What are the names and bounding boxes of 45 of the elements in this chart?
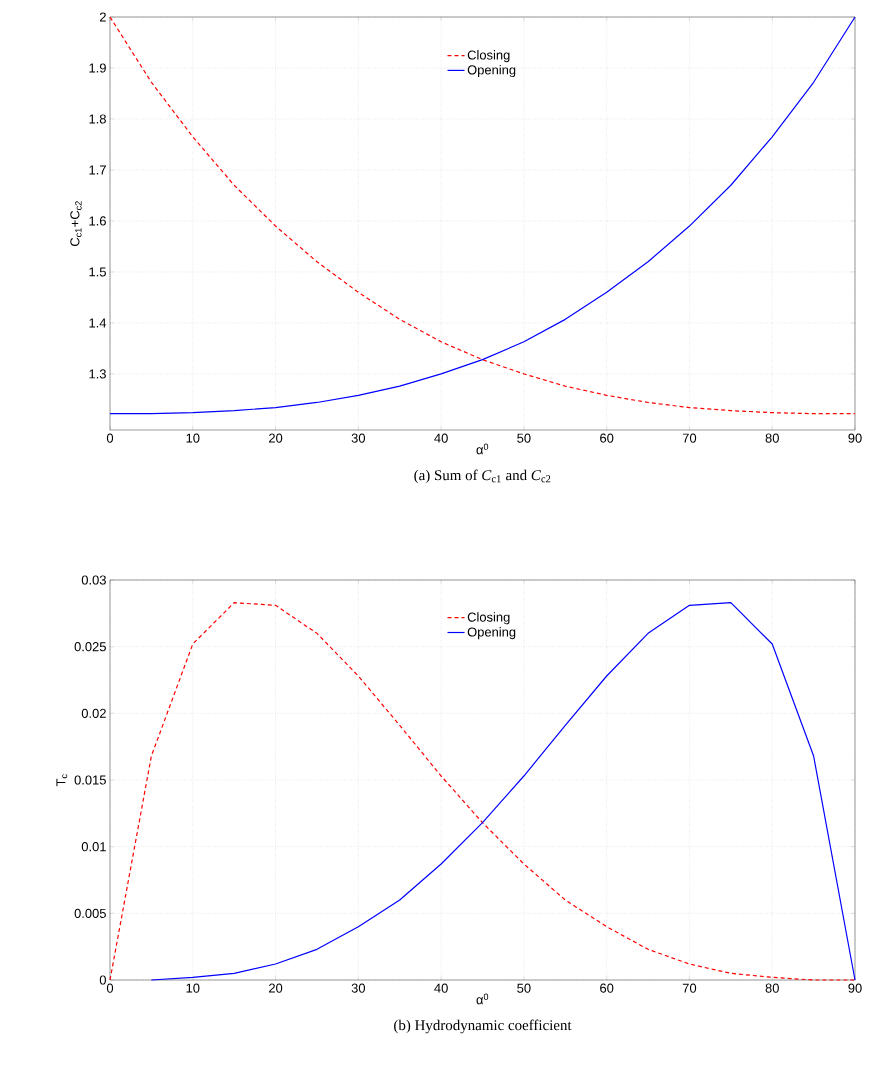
x-tick-label: 0	[106, 433, 114, 443]
x-tick-label: 80	[765, 983, 779, 993]
x-tick-label: 30	[351, 983, 366, 993]
x-tick-label: 70	[682, 983, 697, 993]
x-tick-label: 30	[351, 433, 366, 443]
text: (a) Sum of C$_{c1}$ and C$_{c2}$	[414, 469, 551, 484]
text: (b) Hydrodynamic coefficient	[394, 1019, 572, 1034]
x-tick-label: 90	[848, 983, 862, 993]
x-tick-label: 40	[434, 983, 448, 993]
x-tick-label: 10	[186, 433, 200, 443]
x-tick-label: 60	[600, 983, 614, 993]
y-tick-label: 0.015	[74, 775, 106, 785]
y-tick-label: 0.025	[74, 642, 106, 652]
y-tick-label: 1.4	[89, 318, 107, 328]
legend-label: Closing	[467, 50, 510, 63]
legend-label: Opening	[467, 627, 516, 640]
y-tick-label: 0	[99, 975, 106, 985]
x-tick-label: 0	[106, 983, 114, 993]
x-axis-title: α$^{0}$	[476, 993, 489, 1005]
x-axis-title: α$^{0}$	[476, 443, 489, 455]
y-tick-label: 1.6	[89, 216, 106, 226]
x-tick-label: 50	[517, 983, 531, 993]
y-tick-label: 1.8	[89, 114, 106, 124]
y-axis-title: C$_{c1}$+C$_{c2}$	[70, 201, 82, 247]
y-tick-label: 0.02	[81, 708, 106, 718]
x-tick-label: 20	[269, 433, 283, 443]
y-tick-label: 1.5	[89, 267, 106, 277]
y-tick-label: 1.7	[89, 165, 106, 175]
y-tick-label: 1.9	[89, 63, 106, 73]
x-tick-label: 70	[682, 433, 697, 443]
y-axis-title: T$_{c}$	[56, 774, 68, 787]
x-tick-label: 80	[765, 433, 779, 443]
y-tick-label: 0.01	[81, 842, 106, 852]
x-tick-label: 40	[434, 433, 448, 443]
legend-label: Closing	[467, 612, 510, 625]
x-tick-label: 90	[848, 433, 862, 443]
x-tick-label: 50	[517, 433, 531, 443]
x-tick-label: 20	[269, 983, 283, 993]
y-tick-label: 1.3	[89, 369, 106, 379]
x-tick-label: 60	[600, 433, 614, 443]
y-tick-label: 0.03	[81, 575, 106, 585]
y-tick-label: 2	[99, 12, 106, 22]
x-tick-label: 10	[186, 983, 200, 993]
legend-label: Opening	[467, 64, 516, 78]
y-tick-label: 0.005	[74, 908, 106, 918]
